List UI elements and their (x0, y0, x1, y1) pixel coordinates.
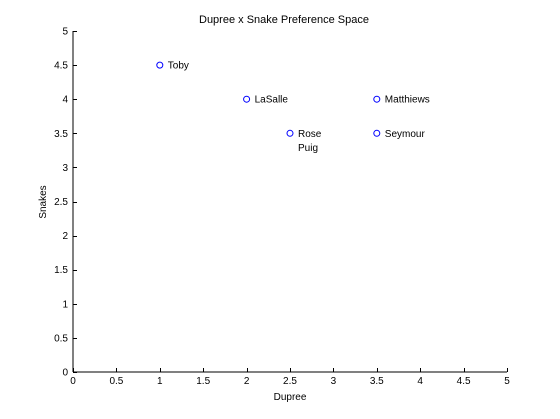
x-tick-label: 2.5 (283, 376, 297, 387)
x-axis-title: Dupree (274, 392, 307, 403)
data-point (243, 95, 251, 103)
x-tick-label: 5 (504, 376, 510, 387)
data-point-label: Matthiews (385, 95, 430, 106)
y-axis-title: Snakes (38, 185, 49, 218)
data-point-label: Seymour (385, 129, 426, 140)
data-point-label: Toby (168, 61, 189, 72)
data-point (373, 129, 381, 137)
x-tick-label: 4.5 (457, 376, 471, 387)
data-point-label: LaSalle (255, 95, 289, 106)
x-tick-label: 4 (417, 376, 423, 387)
x-tick-label: 3.5 (370, 376, 384, 387)
x-tick-label: 1.5 (196, 376, 210, 387)
y-tick-label: 4 (62, 95, 68, 106)
x-tick-label: 0.5 (109, 376, 123, 387)
y-tick-label: 4.5 (54, 61, 68, 72)
y-tick-label: 0 (62, 368, 68, 379)
data-point-label: Rose (298, 129, 322, 140)
data-point-label: Puig (298, 143, 318, 154)
y-tick-label: 1 (62, 299, 68, 310)
x-tick-label: 2 (244, 376, 250, 387)
data-point (286, 129, 294, 137)
y-tick-label: 5 (62, 27, 68, 38)
plot-area: 0 0.5 1 1.5 2 2.5 3 3.5 4 4.5 5 0 0.5 1 1.5 2 2.5 3 3.5 4 4.… (54, 27, 510, 388)
y-tick-label: 3.5 (54, 129, 68, 140)
x-tick-label: 0 (70, 376, 76, 387)
data-point (156, 61, 164, 69)
y-tick-label: 0.5 (54, 333, 68, 344)
x-tick-label: 1 (157, 376, 163, 387)
data-point (373, 95, 381, 103)
y-tick-label: 1.5 (54, 265, 68, 276)
y-tick-label: 3 (62, 163, 68, 174)
y-tick-label: 2.5 (54, 197, 68, 208)
chart-title: Dupree x Snake Preference Space (199, 14, 369, 26)
y-tick-label: 2 (62, 231, 68, 242)
x-tick-label: 3 (331, 376, 337, 387)
